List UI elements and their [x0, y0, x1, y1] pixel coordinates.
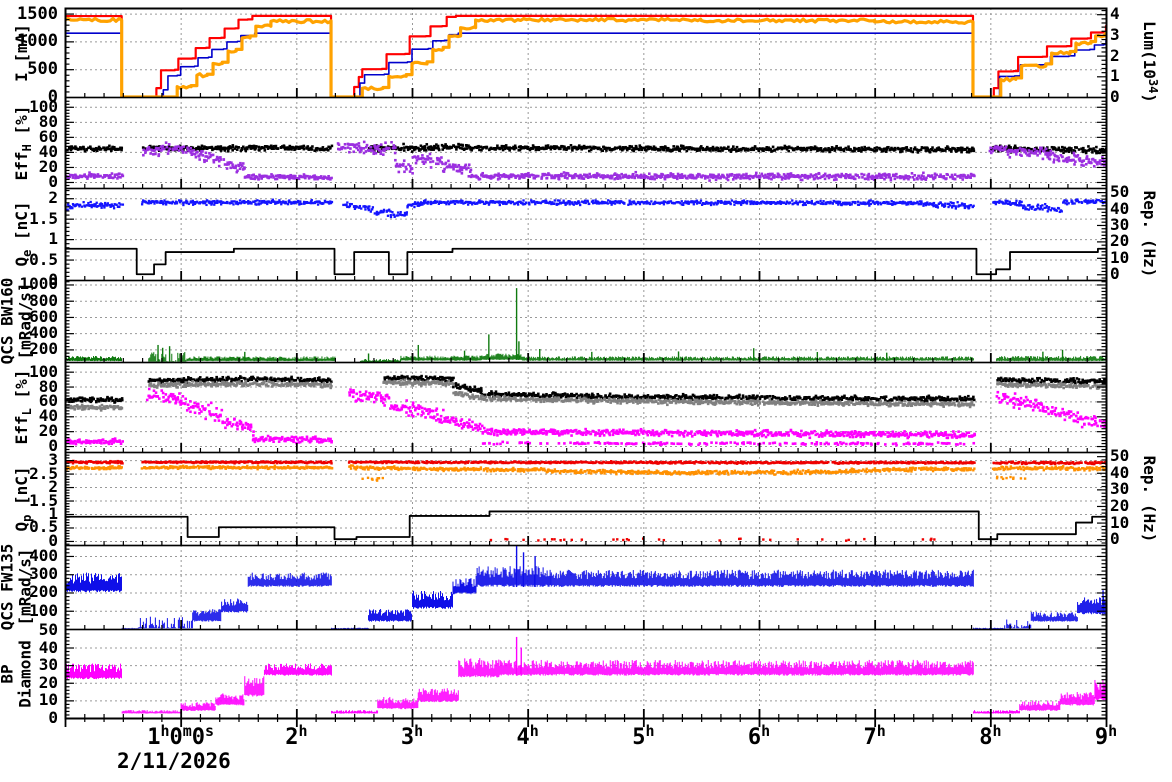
plot-canvas [0, 0, 1172, 782]
strip-chart-figure: 2/11/2026 0 500 1000 1500 0 1 2 3 4 I [mA] Lum(103… [0, 0, 1172, 782]
